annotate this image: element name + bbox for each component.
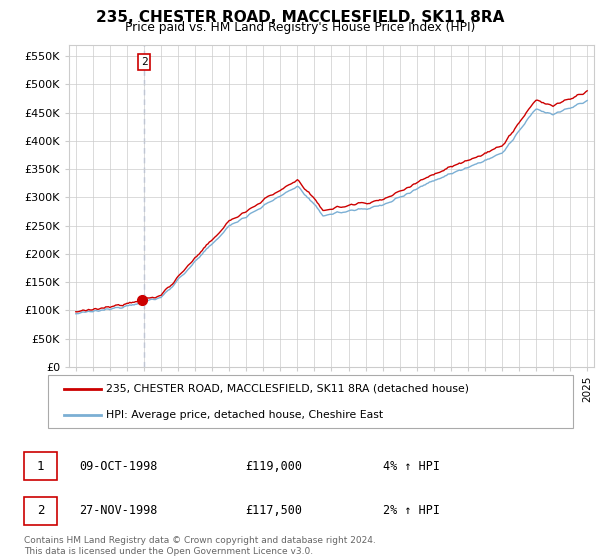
- Text: 2: 2: [140, 57, 148, 67]
- Text: HPI: Average price, detached house, Cheshire East: HPI: Average price, detached house, Ches…: [106, 410, 383, 420]
- Text: 4% ↑ HPI: 4% ↑ HPI: [383, 460, 440, 473]
- Text: 235, CHESTER ROAD, MACCLESFIELD, SK11 8RA: 235, CHESTER ROAD, MACCLESFIELD, SK11 8R…: [96, 10, 504, 25]
- Text: Price paid vs. HM Land Registry's House Price Index (HPI): Price paid vs. HM Land Registry's House …: [125, 21, 475, 34]
- Text: 09-OCT-1998: 09-OCT-1998: [79, 460, 158, 473]
- Text: Contains HM Land Registry data © Crown copyright and database right 2024.
This d: Contains HM Land Registry data © Crown c…: [24, 536, 376, 556]
- FancyBboxPatch shape: [24, 452, 57, 480]
- Text: £117,500: £117,500: [245, 505, 302, 517]
- Text: 2% ↑ HPI: 2% ↑ HPI: [383, 505, 440, 517]
- Text: 2: 2: [37, 505, 44, 517]
- Text: 1: 1: [37, 460, 44, 473]
- Text: £119,000: £119,000: [245, 460, 302, 473]
- Text: 235, CHESTER ROAD, MACCLESFIELD, SK11 8RA (detached house): 235, CHESTER ROAD, MACCLESFIELD, SK11 8R…: [106, 384, 469, 394]
- Text: 27-NOV-1998: 27-NOV-1998: [79, 505, 158, 517]
- FancyBboxPatch shape: [48, 375, 573, 428]
- FancyBboxPatch shape: [24, 497, 57, 525]
